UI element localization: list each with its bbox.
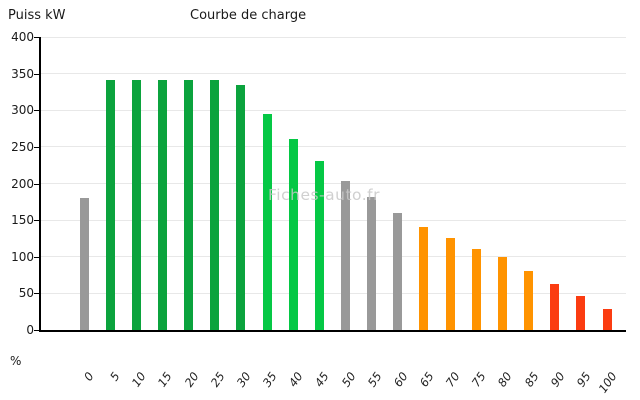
x-tick-label: 35	[259, 369, 280, 390]
y-tick	[34, 256, 39, 258]
bar	[419, 226, 429, 330]
bar	[105, 80, 115, 330]
watermark: Fiches-auto.fr	[268, 186, 381, 204]
chart-title: Courbe de charge	[190, 8, 307, 23]
x-tick-label: 80	[495, 369, 516, 390]
x-tick-label: 15	[155, 369, 176, 390]
bar	[236, 85, 246, 330]
x-tick-label: 50	[338, 369, 359, 390]
gridline	[41, 73, 626, 75]
gridline	[41, 256, 626, 258]
bar	[288, 138, 298, 330]
gridline	[41, 36, 626, 38]
x-axis-line	[39, 330, 626, 332]
bar	[262, 113, 272, 330]
x-tick-label: 70	[442, 369, 463, 390]
bar	[550, 283, 560, 330]
y-tick-label: 200	[11, 176, 34, 191]
x-tick-label: 100	[595, 369, 620, 396]
gridline	[41, 292, 626, 294]
y-tick	[34, 73, 39, 75]
y-tick	[34, 110, 39, 112]
y-tick-label: 50	[18, 286, 34, 301]
x-tick-label: 10	[129, 369, 149, 390]
bar	[131, 80, 141, 330]
x-tick-label: 90	[547, 369, 568, 390]
y-tick-label: 350	[11, 66, 34, 81]
bar	[367, 196, 377, 330]
y-tick	[34, 220, 39, 222]
x-tick-label: 55	[364, 369, 385, 390]
y-tick-label: 250	[11, 139, 34, 154]
gridline	[41, 146, 626, 148]
x-tick-label: 45	[312, 369, 332, 390]
bar	[157, 80, 167, 330]
bar	[210, 80, 220, 330]
y-tick-label: 100	[11, 249, 34, 264]
gridline	[41, 183, 626, 184]
gridline	[41, 219, 626, 221]
x-tick-label: 0	[80, 369, 97, 384]
x-tick-label: 60	[390, 369, 411, 390]
y-tick	[34, 146, 39, 148]
y-tick-label: 300	[11, 103, 34, 118]
y-axis-line	[39, 37, 41, 332]
x-tick-label: 40	[285, 369, 306, 390]
bar	[576, 296, 586, 330]
bar	[497, 257, 507, 330]
bar	[393, 212, 403, 330]
y-tick	[34, 293, 39, 295]
x-tick-label: 25	[207, 369, 228, 390]
bar	[445, 237, 455, 330]
bar	[524, 270, 534, 330]
bar	[314, 160, 324, 330]
gridline	[41, 109, 626, 111]
bar	[471, 248, 481, 330]
x-tick-label: 5	[107, 369, 123, 384]
y-tick	[34, 330, 39, 331]
x-tick-label: 75	[469, 369, 489, 390]
y-tick-label: 400	[11, 30, 34, 44]
y-tick	[34, 183, 39, 185]
x-tick-label: 65	[416, 369, 437, 390]
y-tick	[34, 37, 39, 38]
x-tick-label: 95	[573, 369, 594, 390]
x-tick-label: 30	[233, 369, 254, 390]
x-tick-label: 85	[521, 369, 542, 390]
y-axis-title: Puiss kW	[8, 8, 66, 23]
bar	[341, 180, 350, 330]
x-axis-title: %	[10, 354, 22, 368]
y-tick-label: 150	[11, 213, 34, 228]
bar	[602, 309, 612, 330]
bar	[184, 80, 194, 330]
x-tick-label: 20	[181, 369, 202, 390]
bar	[79, 198, 89, 330]
y-tick-label: 0	[26, 323, 34, 337]
